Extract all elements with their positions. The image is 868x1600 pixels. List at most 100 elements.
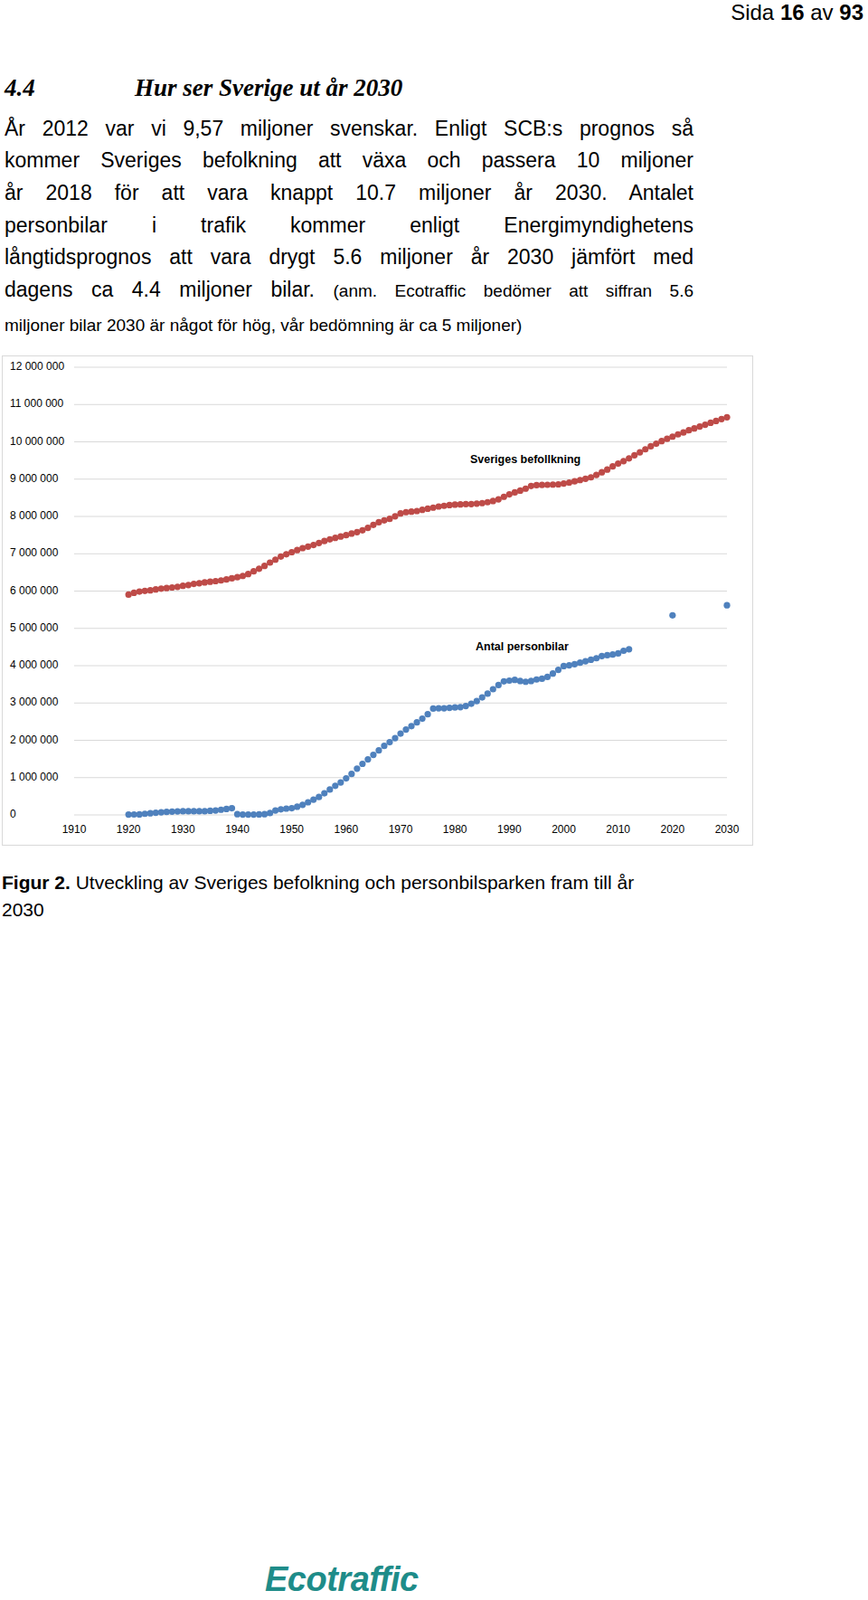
data-point	[402, 726, 409, 733]
grid-line	[74, 702, 727, 704]
body-text: dagens ca 4.4 miljoner bilar.	[4, 277, 315, 302]
data-point	[723, 602, 730, 609]
body-line: långtidsprognos att vara drygt 5.6 miljo…	[4, 244, 694, 270]
data-point	[457, 703, 464, 710]
y-tick-label: 0	[9, 807, 17, 821]
chart: 01 000 0002 000 0003 000 0004 000 0005 0…	[1, 355, 754, 846]
data-point	[234, 574, 241, 581]
data-point	[625, 645, 633, 652]
data-point	[566, 479, 573, 486]
grid-line	[74, 404, 727, 406]
x-tick-label: 1950	[279, 822, 304, 836]
data-point	[549, 669, 557, 677]
data-point	[342, 774, 350, 782]
data-point	[582, 475, 589, 482]
data-point	[364, 755, 371, 763]
data-point	[353, 764, 360, 772]
data-point	[571, 478, 578, 485]
data-point	[511, 676, 519, 683]
grid-line	[74, 553, 727, 555]
data-point	[571, 660, 578, 668]
y-tick-label: 12 000 000	[9, 359, 65, 373]
data-point	[391, 734, 398, 741]
data-point	[320, 789, 328, 796]
caption-line: 2030	[1, 897, 45, 922]
data-point	[407, 722, 415, 729]
x-tick-label: 1970	[388, 822, 414, 836]
x-tick-label: 2020	[660, 822, 685, 836]
data-point	[424, 710, 431, 718]
data-point	[196, 579, 203, 586]
data-point	[179, 582, 187, 589]
data-point	[418, 506, 425, 513]
data-point	[479, 500, 486, 507]
y-tick-label: 10 000 000	[9, 434, 65, 448]
y-tick-label: 1 000 000	[9, 770, 59, 784]
data-point	[418, 715, 425, 722]
data-point	[228, 804, 236, 812]
x-tick-label: 1980	[443, 822, 468, 836]
data-point	[358, 760, 366, 767]
data-point	[380, 742, 387, 749]
heading-number: 4.4	[4, 73, 36, 103]
data-point	[603, 466, 611, 473]
x-tick-label: 1920	[116, 822, 142, 836]
data-point	[528, 677, 535, 684]
data-point	[620, 647, 627, 654]
x-tick-label: 2010	[605, 822, 631, 836]
y-tick-label: 9 000 000	[9, 471, 59, 485]
data-point	[560, 480, 567, 487]
data-point	[326, 785, 333, 793]
header-prefix: Sida	[730, 0, 774, 25]
data-point	[272, 556, 279, 563]
y-tick-label: 5 000 000	[9, 621, 59, 634]
data-point	[331, 534, 339, 541]
data-point	[272, 806, 279, 813]
data-point	[375, 746, 382, 754]
body-text: År 2012 var vi 9,57 miljoner svenskar. E…	[4, 116, 694, 141]
y-tick-label: 2 000 000	[9, 733, 59, 746]
x-tick-label: 2000	[551, 822, 576, 836]
data-point	[147, 586, 154, 594]
data-point	[228, 575, 236, 582]
data-point	[223, 575, 230, 583]
data-point	[479, 693, 486, 700]
grid-line	[74, 441, 727, 443]
data-point	[315, 793, 322, 801]
body-line: År 2012 var vi 9,57 miljoner svenskar. E…	[4, 115, 694, 142]
header-separator: av	[810, 0, 833, 25]
body-text: personbilar i trafik kommer enligt Energ…	[4, 213, 694, 237]
caption-label: Figur 2.	[1, 871, 71, 893]
y-tick-label: 6 000 000	[9, 584, 59, 597]
body-line: miljoner bilar 2030 är något för hög, vå…	[4, 311, 694, 339]
x-tick-label: 2030	[715, 822, 740, 836]
data-point	[413, 507, 420, 514]
series-label: Sveriges befollkning	[470, 452, 581, 466]
data-point	[555, 481, 562, 488]
chart-border	[2, 356, 754, 846]
y-tick-label: 4 000 000	[9, 658, 59, 671]
body-line: personbilar i trafik kommer enligt Energ…	[4, 212, 694, 238]
body-text: år 2018 för att vara knappt 10.7 miljone…	[4, 180, 694, 205]
data-point	[576, 476, 584, 483]
y-tick-label: 7 000 000	[9, 546, 59, 559]
heading-title: Hur ser Sverige ut år 2030	[134, 73, 403, 103]
header-total: 93	[839, 0, 864, 25]
data-point	[669, 612, 676, 619]
data-group	[125, 414, 731, 819]
data-point	[609, 651, 616, 658]
data-point	[424, 505, 431, 512]
data-point	[396, 509, 404, 517]
grid-line	[74, 590, 727, 592]
body-note: (anm. Ecotraffic bedömer att siffran 5.6	[333, 281, 694, 301]
grid-line	[74, 627, 727, 629]
data-point	[131, 589, 138, 596]
data-point	[544, 673, 551, 680]
grid-line	[74, 665, 727, 667]
grid-line	[74, 478, 727, 480]
data-point	[348, 770, 355, 777]
grid	[74, 367, 727, 815]
header-page: 16	[780, 0, 805, 25]
y-tick-label: 8 000 000	[9, 509, 59, 522]
x-tick-label: 1910	[62, 822, 87, 836]
